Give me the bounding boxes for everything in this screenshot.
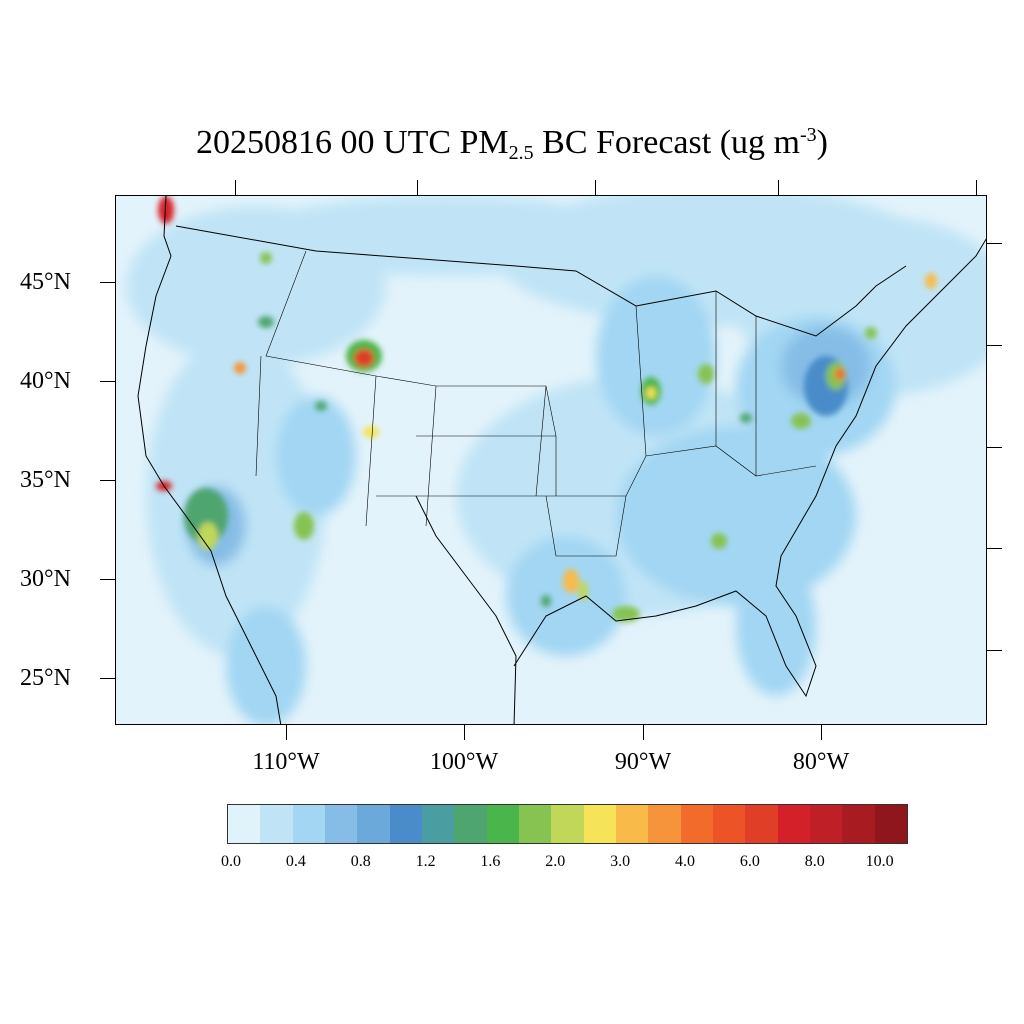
- tick-mark: [778, 180, 779, 195]
- lon-label: 80°W: [792, 749, 850, 775]
- colorbar-swatch: [809, 805, 843, 843]
- colorbar-swatch: [874, 805, 907, 843]
- colorbar-swatch: [518, 805, 552, 843]
- lon-label: 100°W: [429, 749, 499, 775]
- title-superscript: -3: [799, 124, 817, 146]
- lat-label: 25°N: [20, 665, 71, 691]
- title-prefix: 20250816 00 UTC PM: [196, 124, 509, 161]
- colorbar-label: 0.0: [221, 853, 241, 870]
- colorbar-label: 0.4: [285, 853, 306, 870]
- title-subscript: 2.5: [508, 142, 534, 164]
- colorbar-label: 6.0: [739, 853, 760, 870]
- map-panel: [115, 195, 987, 725]
- tick-mark: [235, 180, 236, 195]
- concentration-map: [126, 196, 986, 724]
- colorbar-swatch: [615, 805, 649, 843]
- west-coast: [137, 196, 282, 724]
- colorbar-swatch: [648, 805, 681, 843]
- tick-mark: [987, 548, 1002, 549]
- colorbar-swatch: [389, 805, 422, 843]
- lat-label: 35°N: [20, 467, 71, 493]
- tick-mark: [286, 725, 287, 740]
- colorbar-swatch: [421, 805, 455, 843]
- tick-mark: [987, 243, 1002, 244]
- tick-mark: [643, 725, 644, 740]
- colorbar-label: 1.2: [415, 853, 436, 870]
- lon-label: 90°W: [614, 749, 672, 775]
- tick-mark: [100, 282, 115, 283]
- colorbar-swatch: [357, 805, 390, 843]
- colorbar-label: 2.0: [545, 853, 566, 870]
- colorbar-swatch: [454, 805, 487, 843]
- tick-mark: [464, 725, 465, 740]
- tick-mark: [821, 725, 822, 740]
- colorbar-label: 8.0: [804, 853, 825, 870]
- colorbar-swatch: [260, 805, 293, 843]
- colorbar-label: 0.8: [350, 853, 371, 870]
- state-lines: [255, 250, 817, 557]
- colorbar-swatch: [228, 805, 261, 843]
- tick-mark: [987, 345, 1002, 346]
- background-field: [126, 196, 986, 724]
- colorbar-swatch: [583, 805, 616, 843]
- colorbar-swatch: [324, 805, 358, 843]
- colorbar-swatch: [745, 805, 778, 843]
- colorbar-swatch: [712, 805, 746, 843]
- hotspots: [156, 196, 937, 622]
- lat-label: 30°N: [20, 566, 71, 592]
- tick-mark: [100, 678, 115, 679]
- map-title: 20250816 00 UTC PM2.5 BC Forecast (ug m-…: [0, 121, 1024, 165]
- title-middle: BC Forecast (ug m: [533, 124, 800, 161]
- tick-mark: [417, 180, 418, 195]
- tick-mark: [100, 381, 115, 382]
- tick-mark: [987, 650, 1002, 651]
- colorbar-swatch: [551, 805, 584, 843]
- tick-mark: [100, 480, 115, 481]
- colorbar-label: 3.0: [610, 853, 631, 870]
- tick-mark: [987, 447, 1002, 448]
- lat-label: 45°N: [20, 269, 71, 295]
- tick-mark: [976, 180, 977, 195]
- tick-mark: [100, 579, 115, 580]
- colorbar-swatch: [292, 805, 325, 843]
- boundary-lines: [137, 196, 986, 724]
- tick-mark: [595, 180, 596, 195]
- gulf-coast: [415, 238, 986, 724]
- lon-label: 110°W: [252, 749, 320, 775]
- colorbar-swatch: [486, 805, 519, 843]
- colorbar-label: 1.6: [480, 853, 501, 870]
- colorbar: [227, 804, 908, 844]
- colorbar-swatch: [680, 805, 713, 843]
- title-suffix: ): [816, 124, 828, 161]
- colorbar-swatch: [777, 805, 810, 843]
- colorbar-label: 10.0: [865, 853, 894, 870]
- colorbar-label: 4.0: [675, 853, 695, 870]
- colorbar-swatch: [842, 805, 875, 843]
- lat-label: 40°N: [20, 368, 71, 394]
